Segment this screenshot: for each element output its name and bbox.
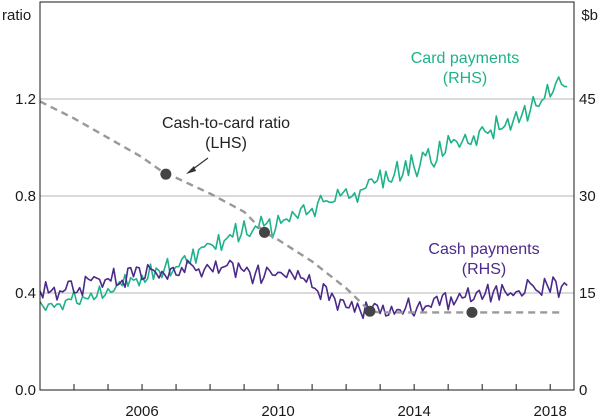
- left-tick-label-0: 0.0: [15, 382, 36, 399]
- annotation-cash-to-card-ratio: Cash-to-card ratio (LHS): [162, 115, 290, 174]
- cash-payments-rhs-label: (RHS): [462, 261, 506, 278]
- ratio-pointer-arrowhead: [186, 166, 196, 174]
- right-tick-label-0: 0: [579, 382, 587, 399]
- right-tick-label-1: 15: [579, 285, 596, 302]
- left-tick-label-3: 1.2: [15, 91, 36, 108]
- ratio-marker-1: [258, 226, 270, 238]
- series-cash-line: [39, 259, 568, 320]
- left-axis-title: ratio: [2, 7, 31, 24]
- ratio-marker-2: [364, 305, 376, 317]
- annotation-cash-payments: Cash payments (RHS): [428, 241, 539, 278]
- right-tick-label-3: 45: [579, 91, 596, 108]
- cash-payments-label: Cash payments: [428, 241, 539, 258]
- series-ratio-line: [39, 100, 564, 314]
- ratio-label: Cash-to-card ratio: [162, 115, 290, 132]
- right-axis-title: $b: [581, 7, 598, 24]
- left-tick-label-2: 0.8: [15, 188, 36, 205]
- x-tick-label-3: 2018: [534, 403, 567, 420]
- plot-border: [39, 1, 575, 391]
- ratio-lhs-label: (LHS): [205, 135, 247, 152]
- ratio-marker-3: [466, 306, 478, 318]
- left-tick-label-1: 0.4: [15, 285, 36, 302]
- series-layer: [39, 76, 568, 320]
- tick-labels: 0.0 0.4 0.8 1.2 0 15 30 45 2006 2010 2014 2018: [15, 91, 596, 420]
- series-card-line: [39, 76, 568, 312]
- card-payments-rhs-label: (RHS): [443, 70, 487, 87]
- ratio-markers: [160, 168, 478, 318]
- x-tick-label-2: 2014: [397, 403, 430, 420]
- x-tick-label-1: 2010: [261, 403, 294, 420]
- ratio-marker-0: [160, 168, 172, 180]
- right-tick-label-2: 30: [579, 188, 596, 205]
- plot-frame: [39, 1, 575, 391]
- x-tick-label-0: 2006: [125, 403, 158, 420]
- card-payments-label: Card payments: [411, 50, 520, 67]
- annotation-card-payments: Card payments (RHS): [411, 50, 520, 87]
